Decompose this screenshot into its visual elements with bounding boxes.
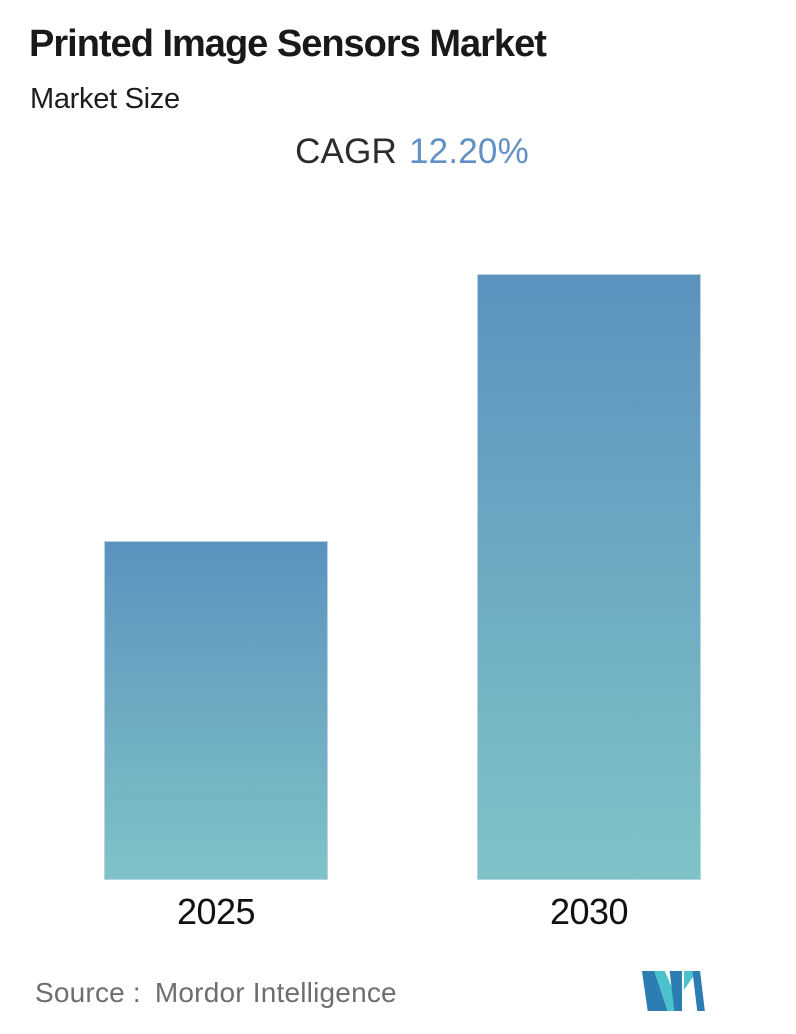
x-axis-label-2025: 2025 xyxy=(176,891,256,932)
source-label: Source : xyxy=(35,977,141,1008)
page-title: Printed Image Sensors Market xyxy=(29,23,547,65)
page-subtitle: Market Size xyxy=(30,83,180,115)
cagr-row: CAGR 12.20% xyxy=(30,132,794,172)
source-value: Mordor Intelligence xyxy=(154,977,397,1008)
logo-middle-bar xyxy=(669,971,682,1011)
logo-teal-triangle xyxy=(683,971,698,991)
source-text: Source : Mordor Intelligence xyxy=(35,977,397,1009)
x-axis-label-2030: 2030 xyxy=(549,891,629,932)
logo-left-stroke xyxy=(641,971,668,1011)
logo-right-diagonal xyxy=(692,971,705,1011)
cagr-label: CAGR xyxy=(295,132,397,171)
cagr-value: 12.20% xyxy=(409,132,529,171)
bar-2025 xyxy=(104,541,328,880)
mordor-intelligence-logo xyxy=(641,971,705,1011)
bar-2030 xyxy=(477,274,701,880)
